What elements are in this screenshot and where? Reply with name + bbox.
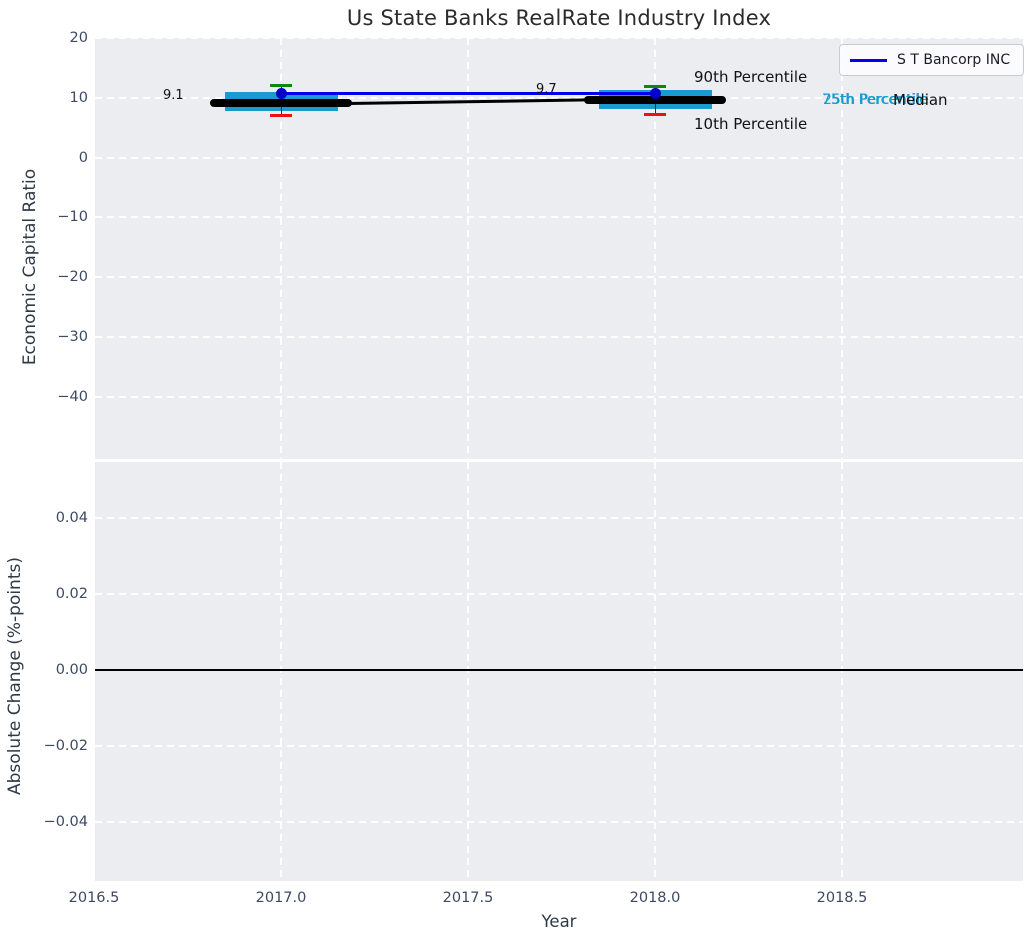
p10-cap: [644, 112, 666, 116]
v-gridline: [467, 462, 469, 881]
x-axis-label: Year: [541, 912, 577, 931]
annotation-10th-percentile: 10th Percentile: [694, 115, 808, 133]
top-y-tick-label: −40: [57, 388, 88, 405]
p90-cap: [644, 85, 666, 89]
bottom-y-tick-label: 0.00: [55, 661, 88, 678]
bottom-subplot: [95, 462, 1023, 881]
top-y-axis-label: Economic Capital Ratio: [20, 168, 40, 366]
top-y-tick-label: 0: [78, 149, 88, 166]
annotation-75th-percentile: 75th Percentile: [822, 92, 928, 108]
legend: S T Bancorp INC: [839, 44, 1024, 76]
zero-line: [95, 668, 1023, 671]
top-y-tick-label: 20: [69, 30, 88, 47]
top-y-tick-label: −10: [57, 209, 88, 226]
x-tick-label: 2017.5: [442, 890, 494, 906]
legend-entry-label: S T Bancorp INC: [897, 52, 1011, 68]
x-tick-label: 2018.5: [816, 890, 868, 906]
annotation-25th-percentile: 25th Percentile: [823, 92, 929, 108]
annotation-median: Median: [893, 91, 948, 109]
company-point-2018: [649, 87, 661, 99]
bottom-y-tick-label: −0.02: [43, 737, 88, 754]
h-gridline: [95, 216, 1023, 219]
h-gridline: [95, 156, 1023, 159]
legend-line-sample: [850, 58, 887, 62]
median-value-label-2017: 9.1: [163, 88, 184, 103]
h-gridline: [95, 744, 1023, 747]
annotation-90th-percentile: 90th Percentile: [694, 68, 808, 86]
top-y-tick-label: −30: [57, 328, 88, 345]
x-tick-label: 2018.0: [629, 890, 681, 906]
bottom-y-axis-label: Absolute Change (%-points): [5, 557, 25, 795]
top-y-tick-label: −20: [57, 269, 88, 286]
h-gridline: [95, 335, 1023, 338]
h-gridline: [95, 395, 1023, 398]
chart-title: Us State Banks RealRate Industry Index: [346, 6, 772, 30]
bottom-y-tick-label: 0.02: [55, 585, 88, 602]
v-gridline: [280, 462, 282, 881]
v-gridline: [841, 38, 843, 459]
x-tick-label: 2017.0: [255, 890, 307, 906]
top-subplot: [95, 38, 1023, 459]
v-gridline: [841, 462, 843, 881]
p90-cap: [270, 83, 292, 87]
h-gridline: [95, 516, 1023, 519]
company-line: [281, 91, 655, 95]
h-gridline: [95, 820, 1023, 823]
median-segment: [210, 99, 352, 108]
p10-cap: [270, 114, 292, 118]
v-gridline: [654, 38, 656, 459]
h-gridline: [95, 592, 1023, 595]
h-gridline: [95, 38, 1023, 40]
bottom-y-tick-label: −0.04: [43, 813, 88, 830]
v-gridline: [654, 462, 656, 881]
x-tick-label: 2016.5: [68, 890, 120, 906]
top-y-tick-label: 10: [69, 90, 88, 106]
h-gridline: [95, 97, 1023, 99]
bottom-y-tick-label: 0.04: [55, 509, 88, 526]
h-gridline: [95, 276, 1023, 279]
v-gridline: [280, 38, 282, 459]
median-value-label-2018: 9.7: [536, 82, 557, 97]
median-segment: [584, 95, 726, 104]
subplot-divider: [95, 459, 1023, 462]
v-gridline: [467, 38, 469, 459]
company-point-2017: [275, 87, 287, 99]
